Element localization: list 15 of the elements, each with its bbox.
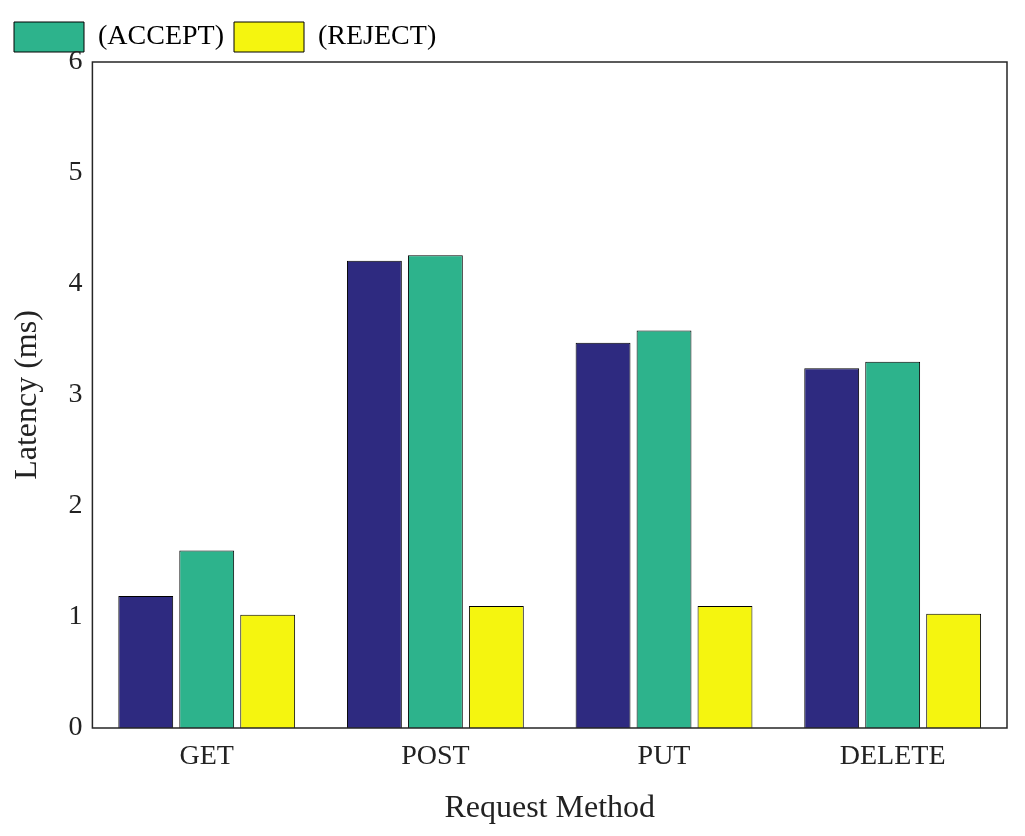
y-tick-label: 1: [68, 599, 83, 631]
x-axis-title: Request Method: [444, 788, 656, 825]
y-tick-label: 3: [68, 377, 83, 409]
x-tick-label: DELETE: [839, 739, 946, 771]
x-tick-label: POST: [401, 739, 470, 771]
y-tick-label: 4: [68, 266, 83, 298]
y-tick-label: 5: [68, 155, 83, 187]
y-tick-label: 0: [68, 710, 83, 742]
y-axis-title: Latency (ms): [6, 310, 43, 480]
legend-label: (REJECT): [318, 19, 437, 51]
y-tick-label: 6: [68, 44, 83, 76]
legend-label: (ACCEPT): [98, 19, 224, 51]
y-tick-label: 2: [68, 488, 83, 520]
x-tick-label: GET: [179, 739, 234, 771]
x-tick-label: PUT: [637, 739, 691, 771]
